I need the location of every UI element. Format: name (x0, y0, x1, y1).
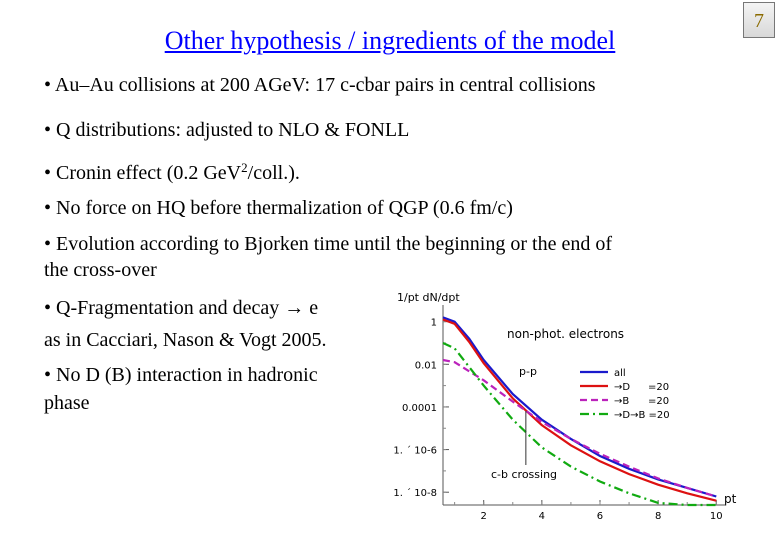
y-tick-label: 0.0001 (402, 403, 437, 414)
series-line-0 (442, 316, 717, 498)
series-line-1 (442, 318, 717, 502)
chart-axes (442, 305, 725, 506)
x-tick-label: 6 (597, 511, 603, 522)
cronin-superscript: 2 (241, 160, 248, 175)
bullet-no-interaction-cont: phase (44, 392, 90, 414)
legend-label-3: →D→B =20 (614, 410, 670, 421)
bullet-no-force: • No force on HQ before thermalization o… (44, 197, 513, 219)
y-axis-label: 1/pt dN/dpt (397, 291, 460, 304)
y-tick-label: 1. ´ 10-6 (393, 445, 437, 457)
x-tick-label: 10 (710, 511, 723, 522)
bullet-cronin-effect: • Cronin effect (0.2 GeV2/coll.). (44, 160, 300, 186)
y-tick-label: 1 (431, 318, 437, 329)
chart-series (442, 316, 717, 507)
annotation-crossing: c-b crossing (491, 468, 557, 481)
x-tick-label: 4 (539, 511, 545, 522)
bullet-fragmentation: • Q-Fragmentation and decay → e (44, 297, 319, 319)
slide-title: Other hypothesis / ingredients of the mo… (164, 26, 616, 55)
electron-spectrum-chart: 1 0.01 0.0001 1. ´ 10-6 1. ´ 10-8 2 4 6 8 10 non-p… (393, 291, 736, 522)
bullet-collisions: • Au–Au collisions at 200 AGeV: 17 c-cba… (44, 74, 596, 96)
legend-label-2: →B (614, 396, 629, 407)
series-line-3 (442, 341, 717, 507)
page-number: 7 (743, 2, 775, 38)
cronin-text-end: /coll.). (247, 162, 300, 184)
bullet-no-interaction: • No D (B) interaction in hadronic (44, 364, 318, 386)
legend-extra: =20 (648, 396, 669, 407)
series-line-2 (442, 358, 717, 498)
bullet-fragmentation-cont: as in Cacciari, Nason & Vogt 2005. (44, 329, 327, 351)
legend-label-0: all (614, 368, 626, 379)
legend-extra: =20 (648, 382, 669, 393)
chart-labels: 1 0.01 0.0001 1. ´ 10-6 1. ´ 10-8 2 4 6 8 10 non-p… (393, 291, 736, 522)
x-tick-label: 2 (481, 511, 487, 522)
y-tick-label: 0.01 (415, 360, 437, 371)
y-tick-label: 1. ´ 10-8 (393, 487, 437, 499)
x-axis-label: pt (724, 492, 737, 506)
bullet-evolution-cont: the cross-over (44, 259, 157, 281)
cronin-text: • Cronin effect (0.2 GeV (44, 162, 242, 184)
bullet-q-distributions: • Q distributions: adjusted to NLO & FON… (44, 119, 410, 141)
annotation-pp: p-p (519, 365, 537, 378)
chart-title: non-phot. electrons (507, 327, 624, 341)
x-tick-label: 8 (655, 511, 661, 522)
legend-label-1: →D (614, 382, 630, 393)
bullet-evolution: • Evolution according to Bjorken time un… (44, 233, 612, 255)
